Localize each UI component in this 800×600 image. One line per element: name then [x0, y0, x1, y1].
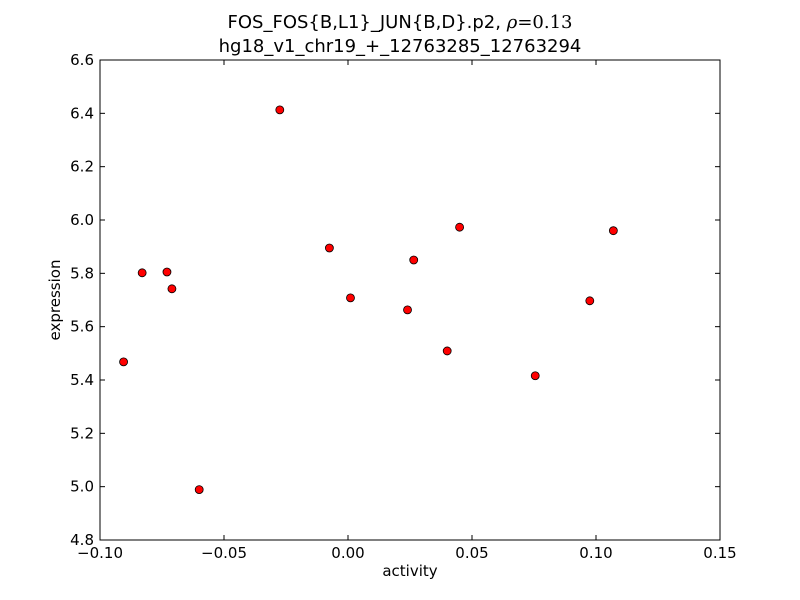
chart-title-text: FOS_FOS{B,L1}_JUN{B,D}.p2, [227, 12, 501, 33]
y-tick-label: 5.2 [70, 424, 94, 442]
data-points [119, 105, 618, 495]
data-point [409, 255, 419, 265]
x-tick-label: 0.10 [579, 544, 612, 562]
y-tick-label: 5.0 [70, 478, 94, 496]
x-tick-label: 0.15 [703, 544, 736, 562]
data-point [137, 268, 147, 278]
y-tick-label: 6.6 [70, 51, 94, 69]
y-tick-label: 4.8 [70, 531, 94, 549]
rho-symbol: ρ [506, 12, 518, 33]
data-point [167, 284, 177, 294]
data-point [324, 243, 334, 253]
y-tick-label: 6.0 [70, 211, 94, 229]
y-tick-label: 5.4 [70, 371, 94, 389]
x-tick-label: 0.00 [331, 544, 364, 562]
y-tick-label: 5.8 [70, 264, 94, 282]
chart-title-line2: hg18_v1_chr19_+_12763285_12763294 [218, 36, 582, 57]
plot-frame [99, 59, 721, 541]
x-tick-label: −0.05 [201, 544, 247, 562]
data-point [403, 305, 412, 315]
data-point [455, 222, 465, 232]
x-tick-label: 0.05 [455, 544, 488, 562]
axis-ticks: −0.10 −0.05 0.00 0.05 0.10 0.15 4.8 5.0 5.2 5.4 5.… [70, 51, 737, 562]
y-tick-label: 6.2 [70, 158, 94, 176]
x-tick-label: −0.10 [77, 544, 123, 562]
chart-title-line1: FOS_FOS{B,L1}_JUN{B,D}.p2, ρ=0.13 [0, 12, 800, 33]
rho-value: =0.13 [517, 12, 573, 33]
data-point [442, 346, 452, 356]
data-point [194, 485, 204, 495]
y-tick-label: 6.4 [70, 104, 94, 122]
data-point [585, 296, 595, 306]
y-tick-label: 5.6 [70, 318, 94, 336]
data-point [119, 357, 128, 367]
data-point [530, 371, 540, 381]
x-axis-label: activity [382, 562, 438, 580]
data-point [275, 105, 285, 115]
data-point [608, 226, 618, 236]
data-point [346, 293, 355, 303]
data-point [162, 267, 172, 277]
y-axis-label: expression [46, 259, 64, 341]
